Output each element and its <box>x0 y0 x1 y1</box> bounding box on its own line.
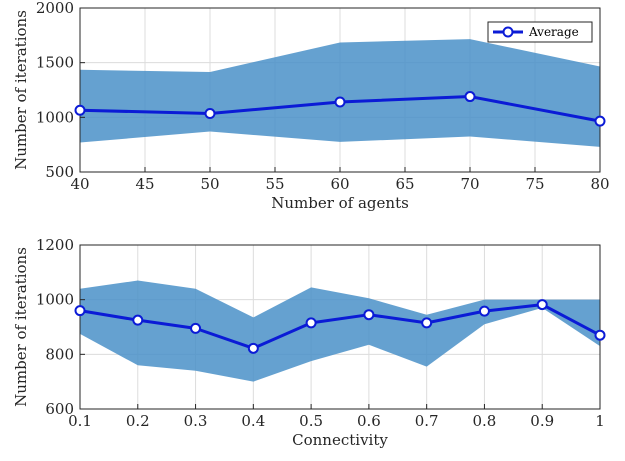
data-point-0p9 <box>536 299 548 311</box>
y-tick-label-1000: 1000 <box>36 108 74 126</box>
range-band <box>80 280 600 382</box>
x-tick-label-0p5: 0.5 <box>299 412 323 430</box>
data-point-0p4 <box>247 342 259 354</box>
range-band <box>80 39 600 147</box>
y-tick-label-2000: 2000 <box>36 0 74 17</box>
data-point-0p6 <box>363 309 375 321</box>
chart-connectivity: 0.1 0.2 0.3 0.4 0.5 0.6 0.7 0.8 0.9 1 600 800 1000 12… <box>12 236 606 449</box>
data-point-50 <box>204 108 216 120</box>
y-tick-label-500: 500 <box>45 163 74 181</box>
x-axis-label-connectivity: Connectivity <box>292 431 388 449</box>
y-tick-label-1500: 1500 <box>36 54 74 72</box>
data-point-60 <box>334 96 346 108</box>
x-tick-label-0p3: 0.3 <box>184 412 208 430</box>
x-tick-label-50: 50 <box>200 175 219 193</box>
x-tick-label-0p8: 0.8 <box>473 412 497 430</box>
x-tick-label-0p4: 0.4 <box>241 412 265 430</box>
x-tick-label-80: 80 <box>590 175 609 193</box>
data-point-0p8 <box>478 305 490 317</box>
data-point-0p1 <box>74 305 86 317</box>
average-line <box>79 303 601 350</box>
legend-box <box>487 21 593 43</box>
data-point-0p3 <box>190 322 202 334</box>
x-axis-label-agents: Number of agents <box>271 194 409 212</box>
y-tick-label-800: 800 <box>45 345 74 363</box>
legend: Average <box>487 21 593 43</box>
data-point-0p2 <box>132 314 144 326</box>
y-axis-label-connectivity: Number of iterations <box>12 247 30 407</box>
x-tick-label-0p1: 0.1 <box>68 412 92 430</box>
x-tick-label-0p9: 0.9 <box>530 412 554 430</box>
x-tick-label-70: 70 <box>460 175 479 193</box>
y-tick-label-600: 600 <box>45 400 74 418</box>
y-tick-label-1000: 1000 <box>36 291 74 309</box>
x-tick-label-0p2: 0.2 <box>126 412 150 430</box>
data-point-1 <box>594 329 606 341</box>
data-point-40 <box>74 104 86 116</box>
x-tick-label-60: 60 <box>330 175 349 193</box>
x-tick-label-55: 55 <box>265 175 284 193</box>
y-tick-label-1200: 1200 <box>36 236 74 254</box>
legend-marker <box>502 26 514 38</box>
x-tick-label-45: 45 <box>135 175 154 193</box>
axes-box <box>79 244 601 410</box>
y-axis-label-agents: Number of iterations <box>12 10 30 170</box>
chart-agents: 40 45 50 55 60 65 70 75 80 500 1000 1500 2000 Number… <box>12 0 610 212</box>
legend-label-average: Average <box>528 25 579 39</box>
x-tick-label-1: 1 <box>595 412 605 430</box>
data-point-0p7 <box>421 317 433 329</box>
x-tick-label-65: 65 <box>395 175 414 193</box>
x-tick-label-75: 75 <box>525 175 544 193</box>
data-point-70 <box>464 91 476 103</box>
x-tick-label-0p6: 0.6 <box>357 412 381 430</box>
x-tick-label-40: 40 <box>70 175 89 193</box>
data-point-0p5 <box>305 317 317 329</box>
data-point-80 <box>594 115 606 127</box>
x-tick-label-0p7: 0.7 <box>415 412 439 430</box>
